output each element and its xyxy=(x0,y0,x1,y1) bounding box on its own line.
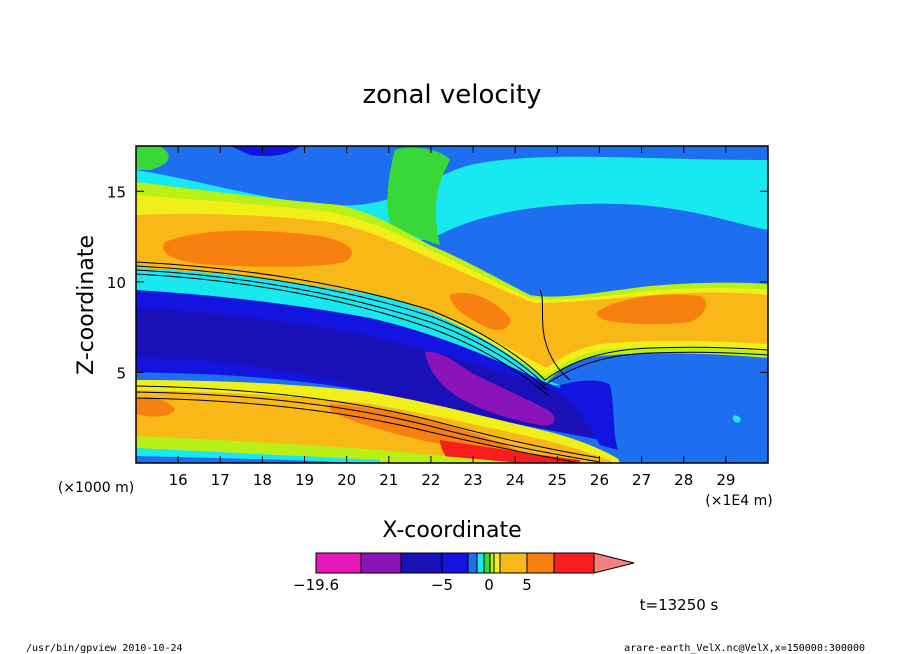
x-tick-label: 28 xyxy=(674,471,693,489)
upper-orange-core-left xyxy=(163,230,352,267)
top-left-darkblue xyxy=(230,146,300,157)
y-axis-label: Z-coordinate xyxy=(74,235,99,375)
x-tick-label: 20 xyxy=(337,471,356,489)
colorbar-swatch xyxy=(499,552,528,574)
x-unit-right: (×1E4 m) xyxy=(705,493,772,509)
contour-field xyxy=(136,146,768,463)
lower-left-core xyxy=(136,397,175,417)
colorbar-swatch xyxy=(476,552,485,574)
lower-orange-core xyxy=(330,404,528,458)
y-axis-ticks: 5 10 15 xyxy=(107,183,768,382)
x-tick-label: 19 xyxy=(295,471,314,489)
contour-lines xyxy=(136,261,768,463)
x-tick-label: 26 xyxy=(590,471,609,489)
upper-right-blue xyxy=(430,203,768,291)
plot-frame xyxy=(135,145,769,464)
x-tick-label: 25 xyxy=(548,471,567,489)
y-tick-label: 15 xyxy=(107,183,126,201)
lower-red-streak xyxy=(440,440,580,463)
colorbar-swatch xyxy=(400,552,443,574)
colorbar-swatch xyxy=(467,552,478,574)
x-unit-left: (×1000 m) xyxy=(58,480,134,496)
x-tick-label: 22 xyxy=(421,471,440,489)
upper-orange-core-right xyxy=(596,294,707,325)
colorbar-swatch xyxy=(553,552,595,574)
y-tick-label: 5 xyxy=(116,364,126,382)
x-axis-ticks: 16 17 18 19 20 21 22 23 24 25 26 27 28 29 xyxy=(169,146,735,489)
colorbar-swatch xyxy=(483,552,491,574)
x-tick-label: 18 xyxy=(253,471,272,489)
colorbar-swatch xyxy=(489,552,495,574)
chart-title: zonal velocity xyxy=(362,80,541,110)
colorbar-tick-label: 5 xyxy=(522,576,532,594)
colorbar-swatch xyxy=(493,552,501,574)
footer-right: arare-earth_VelX.nc@VelX,x=150000:300000 xyxy=(624,643,865,654)
colorbar-swatch xyxy=(360,552,402,574)
purple-core xyxy=(425,351,555,426)
colorbar-tick-label: −19.6 xyxy=(293,576,339,594)
colorbar-tick-labels: −19.6 −5 0 5 xyxy=(293,576,532,594)
upper-orange-core-mid xyxy=(450,292,511,330)
colorbar xyxy=(315,552,635,574)
colorbar-swatch xyxy=(315,552,362,574)
y-tick-label: 10 xyxy=(107,274,126,292)
top-green xyxy=(136,146,169,170)
x-tick-label: 17 xyxy=(211,471,230,489)
footer-left: /usr/bin/gpview 2010-10-24 xyxy=(26,643,183,654)
colorbar-extension xyxy=(593,552,635,574)
top-left-blue xyxy=(160,146,400,186)
lower-right-navy xyxy=(560,380,618,450)
colorbar-tick-label: −5 xyxy=(431,576,453,594)
colorbar-swatch xyxy=(526,552,555,574)
x-tick-label: 24 xyxy=(506,471,525,489)
x-axis-label: X-coordinate xyxy=(382,518,521,543)
bottom-blue xyxy=(136,456,360,463)
colorbar-swatch xyxy=(441,552,469,574)
small-cyan-spot xyxy=(732,415,741,423)
colorbar-tick-label: 0 xyxy=(484,576,494,594)
upper-cyan-band xyxy=(136,156,768,240)
lower-right-blue xyxy=(600,355,768,463)
upper-green-tongue xyxy=(387,147,450,245)
x-tick-label: 16 xyxy=(169,471,188,489)
x-tick-label: 27 xyxy=(632,471,651,489)
time-label: t=13250 s xyxy=(640,596,719,614)
x-tick-label: 23 xyxy=(464,471,483,489)
x-tick-label: 29 xyxy=(716,471,735,489)
x-tick-label: 21 xyxy=(379,471,398,489)
